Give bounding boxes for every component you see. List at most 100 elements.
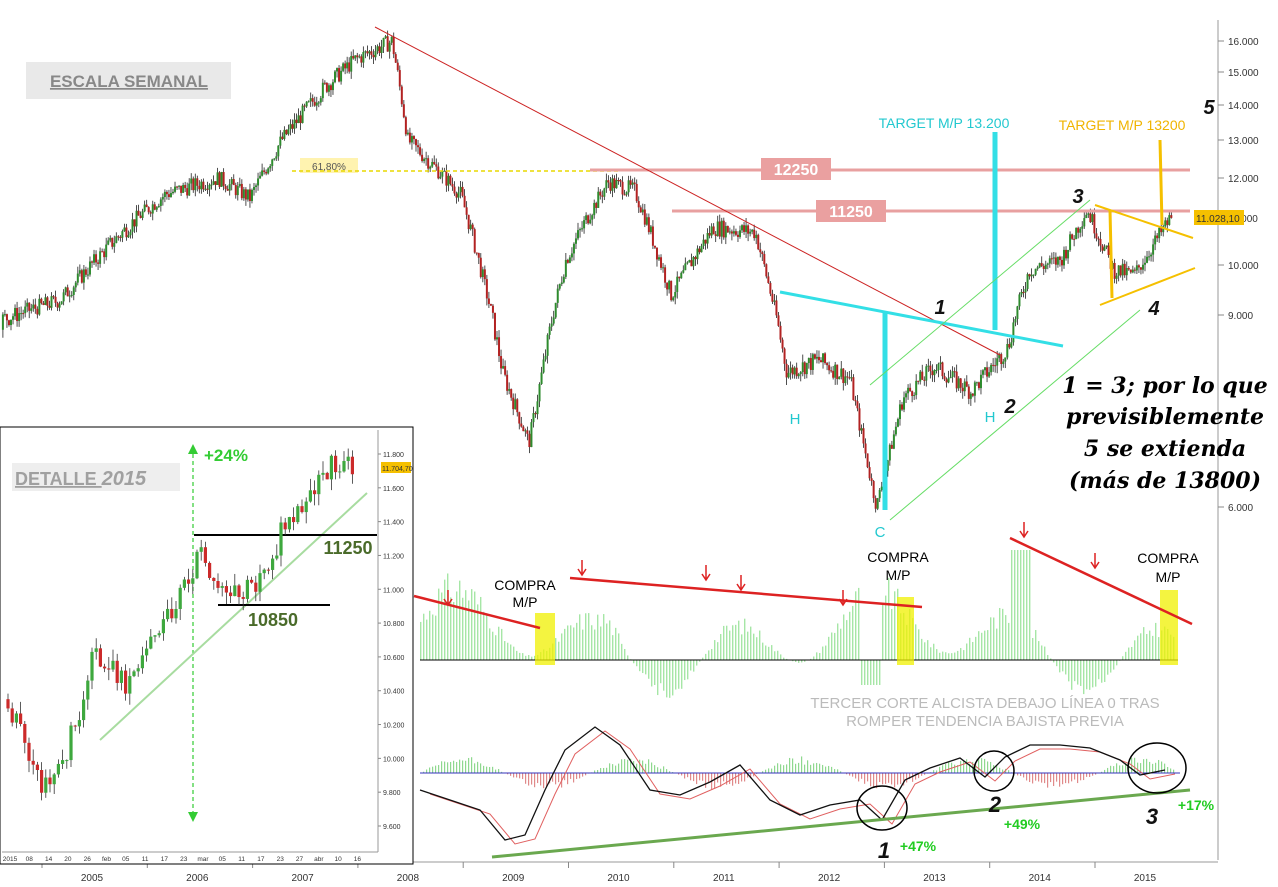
main-candle-body [293,119,296,129]
histogram-bar [825,645,827,660]
macd-histogram-bar [1152,763,1154,773]
histogram-bar [813,656,815,660]
histogram-bar [435,615,437,660]
cross-3-label: 3 [1146,804,1158,829]
histogram-bar [975,636,977,660]
main-candle-body [998,354,1001,359]
macd-histogram-bar [996,765,998,773]
main-candle-body [421,154,424,162]
histogram-bar [531,656,533,660]
main-candle-body [577,230,579,239]
inset-candle-body [157,633,161,636]
main-candle-body [1002,361,1005,365]
macd-histogram-bar [957,765,959,773]
histogram-bar [1080,660,1082,686]
main-candle-body [848,377,851,379]
main-candle-body [216,172,219,186]
histogram-bar [744,618,746,660]
inset-last-value-badge [381,462,411,473]
macd-histogram-bar [654,765,656,773]
main-candle-body [554,302,557,318]
main-candle-body [80,270,83,283]
histogram-bar [957,650,959,660]
main-candle-body [386,36,389,52]
macd-histogram-bar [768,768,770,773]
main-candle-body [145,204,148,208]
main-candle-body [362,51,365,63]
main-y-tick-label: 16.000 [1228,37,1259,48]
main-candle-body [736,234,739,237]
macd-histogram-bar [1056,773,1058,782]
macd-histogram-bar [867,773,869,782]
macd-histogram-bar [774,765,776,773]
macd-histogram-bar [1065,773,1067,784]
macd-histogram-bar [810,764,812,773]
main-candle-body [246,189,249,200]
macd-histogram-bar [978,759,980,773]
macd-histogram-bar [642,760,644,773]
main-candle-body [824,353,827,364]
main-candle-body [1024,288,1027,293]
main-candle-body [1054,257,1057,265]
main-candle-body [283,129,286,139]
main-candle-body [1067,249,1070,259]
main-candle-body [710,226,713,236]
histogram-bar [696,660,698,666]
inset-candle-body [61,760,65,764]
main-candle-body [429,166,432,169]
macd-histogram-bar [741,773,743,782]
main-candle-body [1004,357,1007,362]
main-candle-body [939,362,942,364]
macd-histogram-bar [1008,770,1010,773]
inset-gain-label: +24% [204,446,248,465]
main-candle-body [382,37,385,47]
main-price-panel: 16.00015.00014.00013.00012.00011.00010.0… [0,20,1268,884]
histogram-bar [1026,550,1028,660]
main-candle-body [775,300,778,316]
main-candle-body [621,181,624,195]
histogram-bar [852,605,854,660]
inset-candle-body [338,471,342,473]
histogram-bar [444,579,446,660]
inset-candle-body [140,655,144,669]
macd-histogram-bar [636,763,638,773]
main-candle-body [291,124,294,129]
main-candle-body [542,359,545,373]
histogram-bar [1053,660,1055,663]
histogram-bar [966,643,968,660]
main-candle-body [86,274,89,276]
main-candle-body [275,156,278,159]
histogram-bar [1149,630,1151,660]
macd-histogram-bar [531,773,533,785]
macd-histogram-bar [990,761,992,773]
main-candle-body [218,172,221,187]
histogram-bar [465,590,467,660]
histogram-bar [480,596,482,660]
main-y-tick-label: 9.000 [1228,311,1253,322]
main-candle-body [1087,213,1090,215]
compra-2-line-1: COMPRA [867,549,929,565]
macd-histogram-bar [459,759,461,773]
histogram-bar [1098,660,1100,680]
macd-histogram-bar [714,773,716,789]
macd-histogram-bar [918,773,920,779]
macd-histogram-bar [1041,773,1043,783]
inset-candle-body [73,725,77,727]
macd-histogram-bar [924,773,926,775]
histogram-bar [573,627,575,660]
main-candle-body [143,204,146,212]
main-candle-body [552,317,555,324]
main-candle-body [196,178,199,186]
histogram-bar [1140,633,1142,660]
main-candle-body [662,267,665,269]
inset-x-ticks: 2015 08 14 20 26 feb 05 11 17 23 mar 05 11 17 23 27 abr 1… [3,856,362,863]
histogram-bar [558,641,560,660]
macd-circle-1 [856,785,908,831]
main-x-tick-label: 2015 [1134,873,1157,884]
main-candle-body [538,384,541,402]
main-candle-body [528,433,531,448]
macd-circle-2 [973,750,1015,792]
main-candle-body [481,269,484,277]
histogram-bar [1107,660,1109,675]
inset-candle-body [216,581,220,588]
